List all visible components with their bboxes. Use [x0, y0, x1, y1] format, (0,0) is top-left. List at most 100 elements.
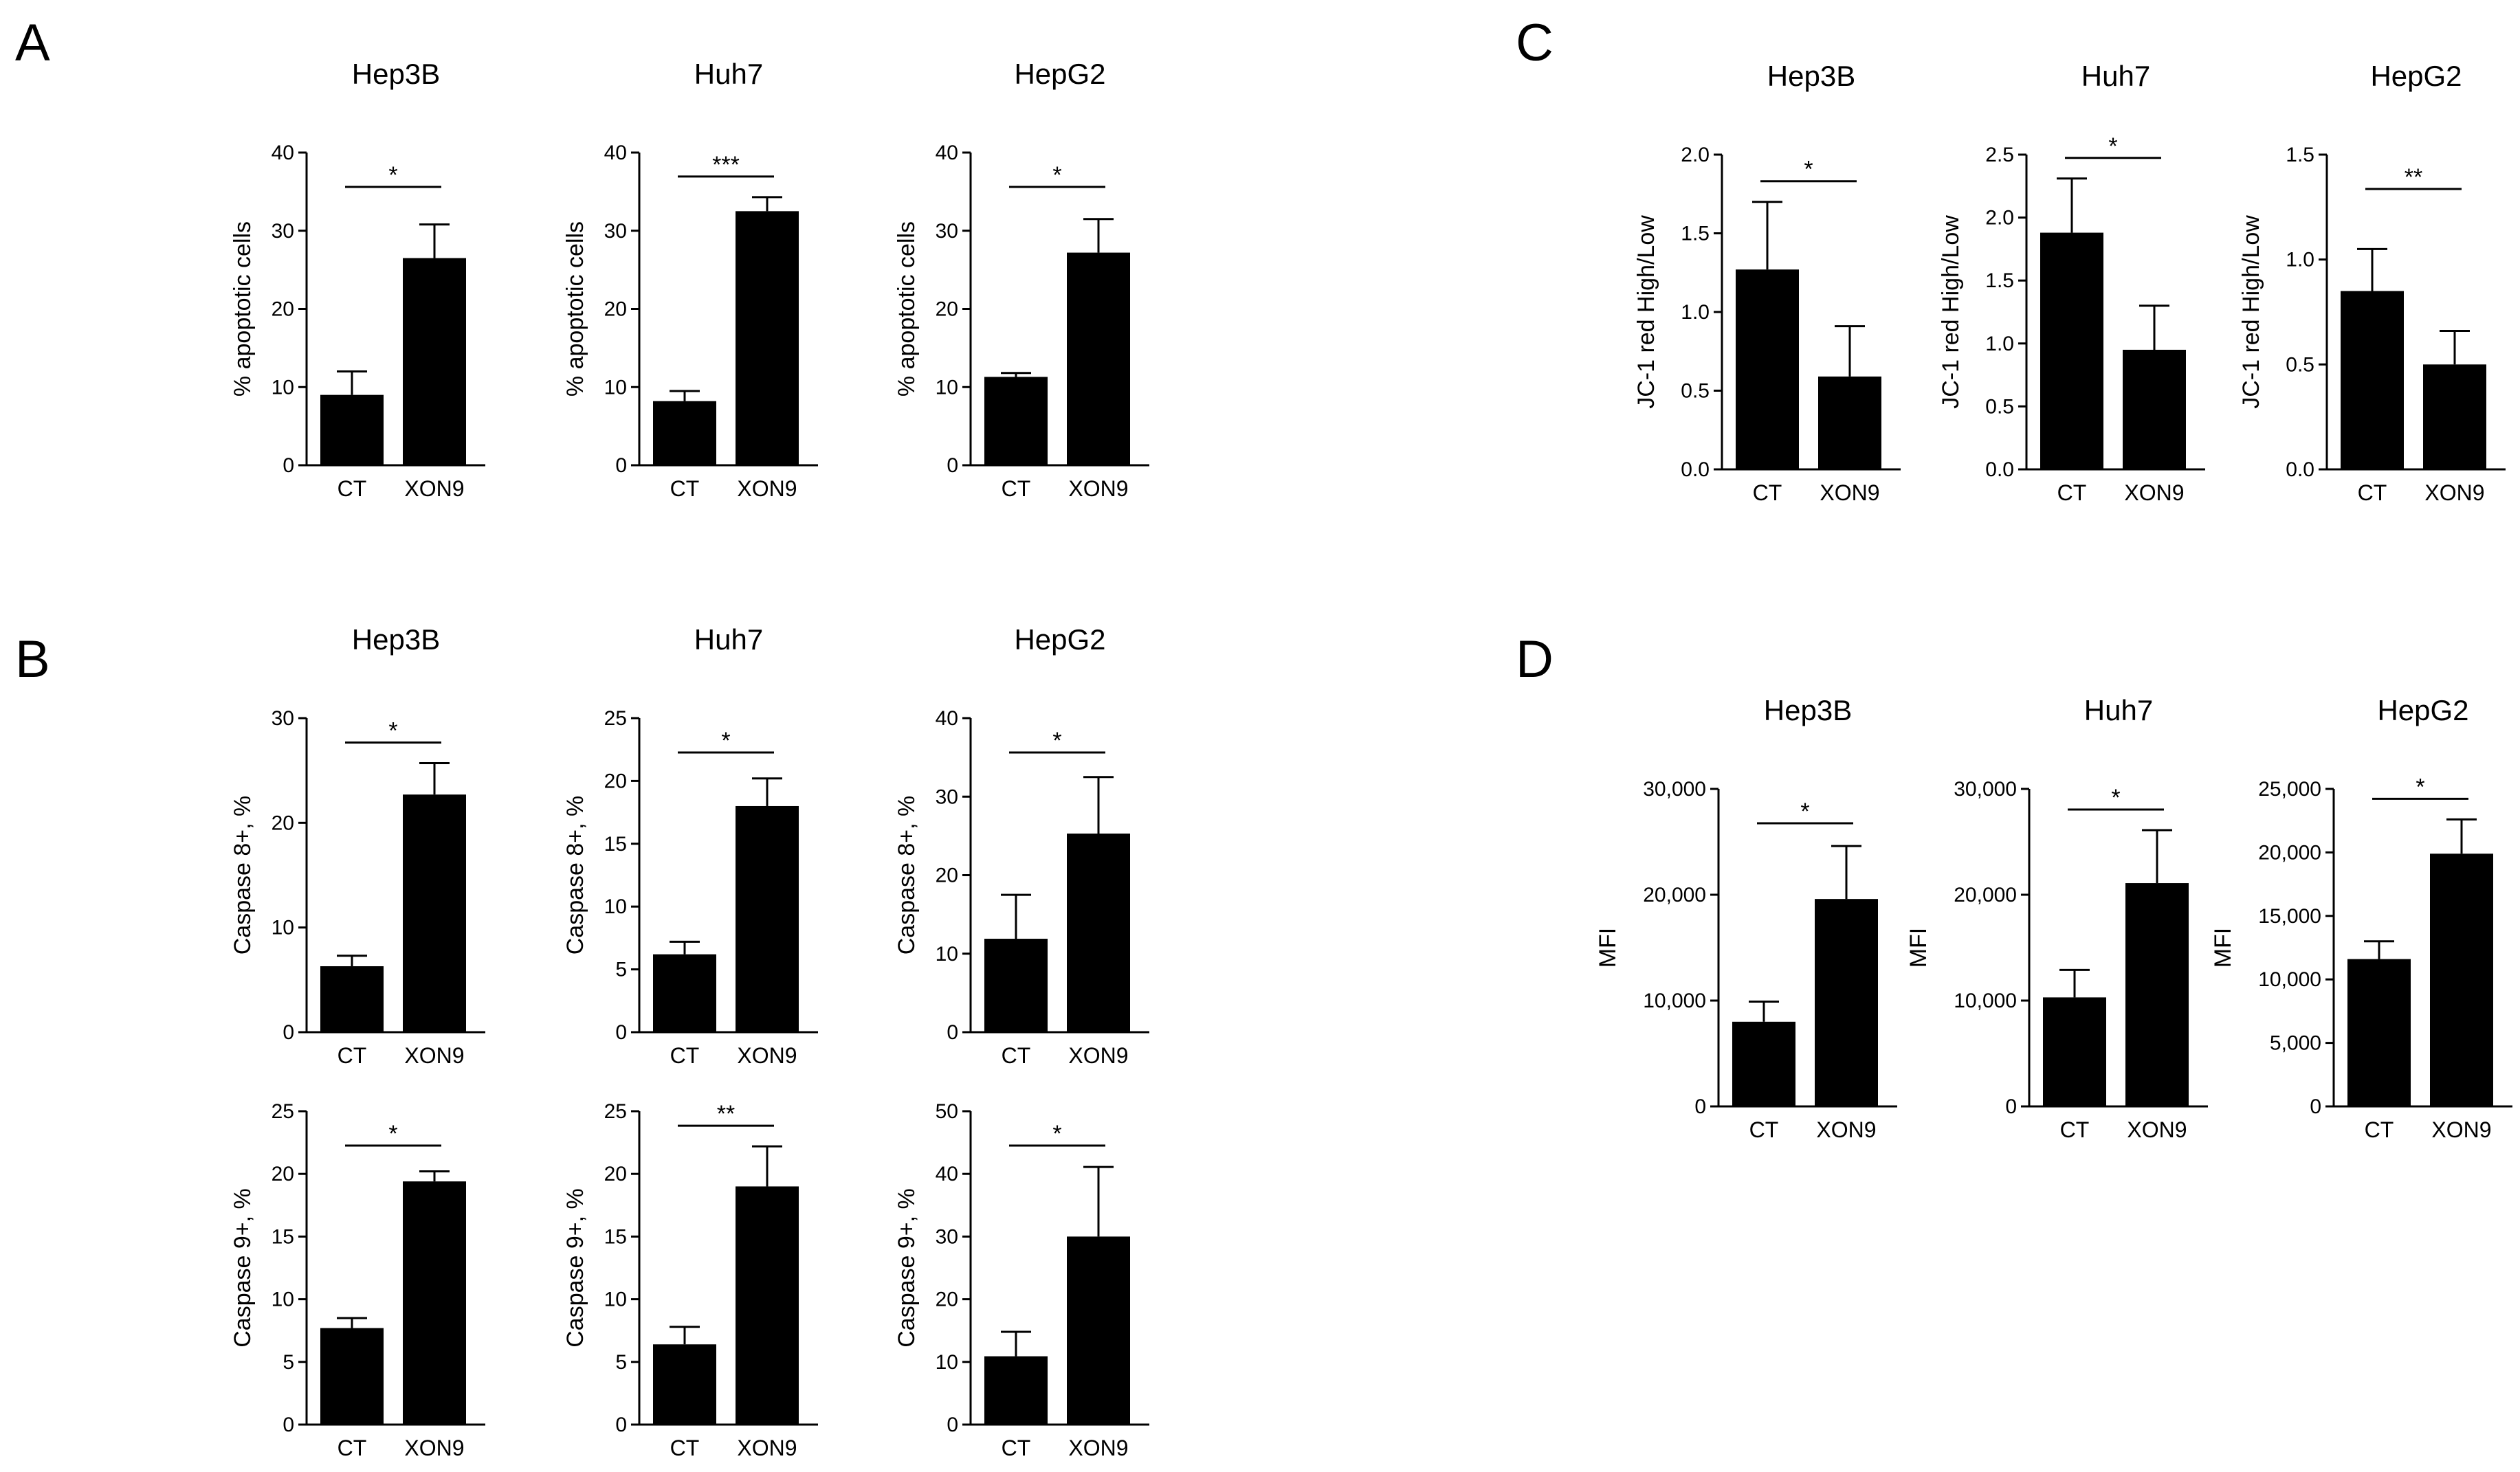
chart-B-hep3b-c9: 0 5 10 15 20 25 Caspase 9+, % CT XON9 * [230, 1100, 485, 1460]
x-category-label: CT [2057, 480, 2087, 505]
bar-xon9 [1818, 376, 1881, 469]
y-tick-label: 40 [936, 1163, 958, 1185]
y-tick-label: 20 [936, 1289, 958, 1311]
chart-B-hep3b-c8: Hep3B 0 10 20 30 Caspase 8+, % CT XON9 * [230, 623, 485, 1068]
y-tick-label: 5 [615, 1351, 627, 1374]
x-category-label: XON9 [1068, 1043, 1128, 1068]
x-category-label: XON9 [404, 476, 464, 501]
y-tick-label: 0 [947, 454, 958, 477]
bar-ct [653, 401, 716, 465]
y-tick-label: 20 [604, 770, 627, 792]
x-category-label: CT [2060, 1117, 2090, 1142]
y-axis-label: MFI [1905, 928, 1932, 968]
bar-ct [2040, 232, 2103, 469]
y-tick-label: 40 [604, 142, 627, 164]
y-tick-label: 30 [936, 785, 958, 808]
x-category-label: CT [338, 476, 367, 501]
significance-marker: * [388, 718, 397, 744]
y-tick-label: 0 [615, 454, 627, 477]
y-tick-label: 10 [604, 1289, 627, 1311]
significance-marker: ** [2405, 164, 2422, 190]
significance-marker: * [721, 728, 730, 754]
y-tick-label: 25 [604, 707, 627, 730]
significance-marker: * [2108, 133, 2117, 159]
bar-xon9 [1067, 833, 1130, 1032]
y-tick-label: 5 [615, 959, 627, 981]
y-tick-label: 30 [604, 220, 627, 243]
y-axis-label: % apoptotic cells [562, 221, 588, 397]
y-tick-label: 5,000 [2270, 1032, 2321, 1055]
x-category-label: XON9 [2431, 1117, 2491, 1142]
bar-xon9 [736, 1186, 799, 1425]
y-tick-label: 10 [604, 376, 627, 399]
bar-ct [320, 966, 384, 1032]
y-tick-label: 0.5 [1681, 380, 1710, 403]
bar-xon9 [736, 805, 799, 1032]
y-tick-label: 1.0 [2286, 249, 2314, 271]
x-category-label: XON9 [1816, 1117, 1876, 1142]
y-tick-label: 30 [936, 1225, 958, 1248]
panel-label-b: B [15, 630, 50, 689]
significance-marker: * [388, 162, 397, 188]
y-tick-label: 10 [272, 917, 294, 939]
y-tick-label: 1.5 [1681, 223, 1710, 245]
y-tick-label: 40 [272, 142, 294, 164]
y-tick-label: 20 [604, 298, 627, 321]
y-tick-label: 0 [2005, 1095, 2017, 1118]
y-tick-label: 25 [272, 1100, 294, 1123]
chart-title: HepG2 [2370, 60, 2462, 92]
y-tick-label: 0 [947, 1021, 958, 1044]
y-tick-label: 25,000 [2258, 778, 2321, 801]
y-tick-label: 40 [936, 707, 958, 730]
y-tick-label: 15 [604, 833, 627, 856]
chart-title: Huh7 [2084, 694, 2153, 726]
y-tick-label: 0 [2310, 1095, 2321, 1118]
significance-marker: * [1804, 157, 1813, 183]
y-tick-label: 15 [604, 1225, 627, 1248]
y-tick-label: 30 [272, 220, 294, 243]
y-tick-label: 10,000 [1954, 990, 2017, 1012]
x-category-label: CT [2365, 1117, 2394, 1142]
y-axis-label: Caspase 8+, % [894, 796, 920, 955]
chart-title: Hep3B [1764, 694, 1852, 726]
y-tick-label: 0.0 [1681, 458, 1710, 481]
x-category-label: CT [1002, 1043, 1031, 1068]
chart-A-hep3b: Hep3B 0 10 20 30 40 % apoptotic cells CT XON9 * [230, 58, 485, 501]
y-tick-label: 0.0 [2286, 458, 2314, 481]
chart-title: HepG2 [2377, 694, 2468, 726]
y-tick-label: 10 [272, 1289, 294, 1311]
chart-title: Huh7 [694, 58, 763, 90]
y-tick-label: 40 [936, 142, 958, 164]
x-category-label: CT [670, 1043, 700, 1068]
y-tick-label: 1.0 [1985, 333, 2014, 355]
x-category-label: XON9 [737, 1436, 797, 1460]
bar-ct [1736, 269, 1799, 469]
bar-xon9 [403, 794, 466, 1032]
significance-marker: * [1052, 1121, 1061, 1147]
significance-marker: * [1052, 728, 1061, 754]
chart-B-huh7-c8: Huh7 0 5 10 15 20 25 Caspase 8+, % CT XON9 * [562, 623, 818, 1068]
y-tick-label: 0 [283, 1414, 294, 1436]
bar-xon9 [1815, 899, 1878, 1106]
bar-xon9 [2430, 854, 2493, 1106]
y-tick-label: 10 [272, 376, 294, 399]
y-axis-label: MFI [1595, 928, 1621, 968]
chart-title: Hep3B [352, 58, 440, 90]
bar-xon9 [403, 258, 466, 465]
y-tick-label: 20,000 [1954, 884, 2017, 906]
y-tick-label: 20 [936, 298, 958, 321]
y-tick-label: 5 [283, 1351, 294, 1374]
y-tick-label: 10 [936, 376, 958, 399]
x-category-label: CT [670, 1436, 700, 1460]
x-category-label: CT [670, 476, 700, 501]
panel-label-a: A [15, 14, 50, 72]
bar-xon9 [736, 211, 799, 465]
y-tick-label: 30,000 [1643, 778, 1706, 801]
y-axis-label: JC-1 red High/Low [1938, 215, 1964, 409]
y-axis-label: Caspase 8+, % [562, 796, 588, 955]
y-axis-label: MFI [2210, 928, 2236, 968]
y-axis-label: Caspase 9+, % [562, 1188, 588, 1348]
y-tick-label: 30,000 [1954, 778, 2017, 801]
x-category-label: XON9 [2124, 480, 2184, 505]
y-tick-label: 15 [272, 1225, 294, 1248]
